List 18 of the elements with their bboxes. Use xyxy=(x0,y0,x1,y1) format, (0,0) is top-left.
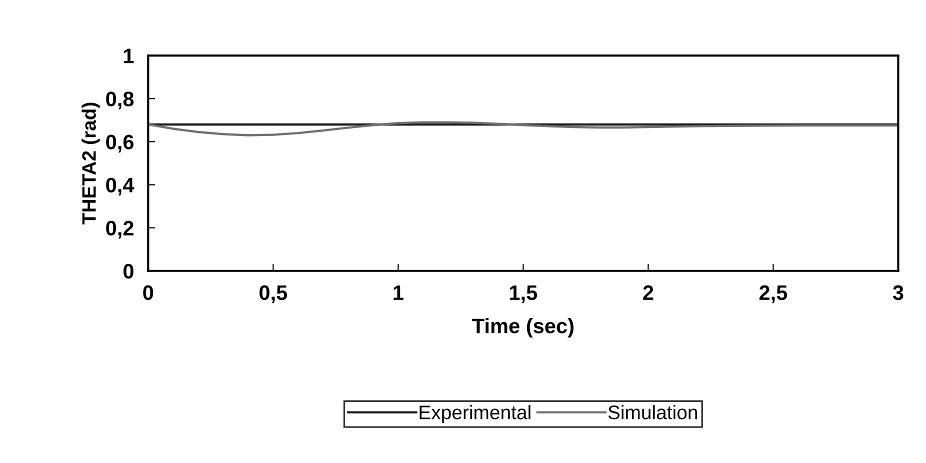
x-tick-label: 1,5 xyxy=(510,286,538,304)
x-tick-label: 0 xyxy=(143,285,154,300)
x-tick-label: 0,5 xyxy=(260,285,288,304)
y-axis-title: THETA2 (rad) xyxy=(82,102,100,224)
y-tick-label: 1 xyxy=(124,48,134,64)
x-tick-label: 1 xyxy=(394,286,404,300)
y-tick-label: 0,8 xyxy=(106,92,134,110)
line-series xyxy=(148,121,898,136)
legend-label: Simulation xyxy=(608,405,697,420)
x-tick-label: 2,5 xyxy=(759,285,788,304)
y-tick-label: 0,4 xyxy=(106,178,134,196)
y-tick-label: 0,2 xyxy=(106,220,134,239)
x-axis-title: Time (sec) xyxy=(472,318,574,338)
y-tick-label: 0,6 xyxy=(106,134,134,152)
x-tick-label: 3 xyxy=(892,285,904,300)
x-tick-label: 2 xyxy=(643,285,654,300)
legend-label: Experimental xyxy=(420,405,530,424)
y-tick-label: 0 xyxy=(124,264,134,279)
